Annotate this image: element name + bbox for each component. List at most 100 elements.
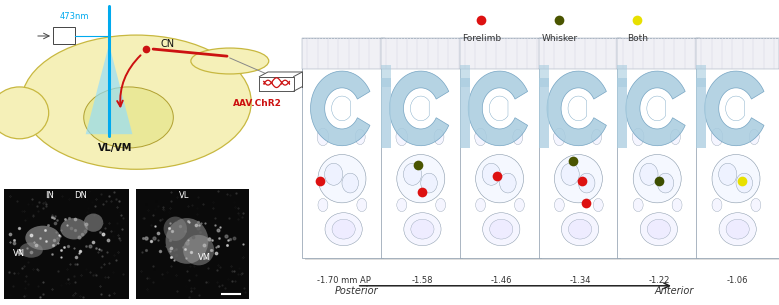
Polygon shape [547, 71, 606, 146]
Ellipse shape [647, 219, 671, 239]
Ellipse shape [25, 226, 61, 250]
Ellipse shape [562, 213, 599, 246]
Ellipse shape [19, 242, 43, 258]
Bar [541, 41, 625, 260]
Bar [621, 41, 703, 260]
Bar [696, 38, 779, 258]
Text: Both: Both [627, 34, 647, 43]
Polygon shape [704, 71, 764, 146]
Ellipse shape [476, 155, 523, 203]
Ellipse shape [554, 128, 565, 146]
Ellipse shape [555, 199, 564, 212]
Text: CN: CN [160, 39, 174, 49]
Bar [4, 189, 129, 299]
Polygon shape [568, 96, 587, 121]
Bar [53, 27, 75, 44]
Ellipse shape [83, 214, 103, 232]
Polygon shape [390, 71, 449, 146]
Polygon shape [411, 96, 429, 121]
Ellipse shape [569, 219, 591, 239]
Ellipse shape [671, 129, 680, 145]
Ellipse shape [640, 213, 678, 246]
Polygon shape [626, 71, 686, 146]
Text: -1.46: -1.46 [491, 276, 512, 285]
Text: Anterior: Anterior [654, 286, 693, 296]
Ellipse shape [499, 173, 516, 193]
Text: 473nm: 473nm [59, 12, 89, 21]
Bar [381, 38, 464, 69]
Bar [302, 38, 385, 69]
Ellipse shape [191, 48, 269, 74]
Ellipse shape [404, 163, 421, 185]
Text: VM: VM [198, 253, 210, 262]
Bar [460, 38, 543, 69]
Ellipse shape [397, 199, 407, 212]
Ellipse shape [476, 199, 485, 212]
Ellipse shape [165, 218, 208, 264]
Text: DN: DN [74, 191, 86, 200]
Bar [618, 38, 700, 69]
Ellipse shape [712, 155, 760, 203]
Ellipse shape [355, 129, 365, 145]
Bar [381, 78, 391, 148]
Ellipse shape [514, 199, 524, 212]
Ellipse shape [633, 128, 644, 146]
Ellipse shape [0, 87, 48, 139]
Ellipse shape [490, 219, 513, 239]
Bar [538, 65, 548, 87]
Bar [696, 65, 707, 87]
Ellipse shape [578, 173, 595, 193]
Ellipse shape [164, 217, 187, 241]
Bar [700, 41, 779, 260]
Ellipse shape [318, 199, 328, 212]
Bar [381, 38, 464, 258]
Ellipse shape [657, 173, 674, 193]
Text: AAV.ChR2: AAV.ChR2 [233, 99, 281, 108]
Polygon shape [647, 96, 665, 121]
Bar [460, 38, 543, 258]
Bar [696, 78, 707, 148]
Ellipse shape [474, 128, 486, 146]
Ellipse shape [594, 199, 603, 212]
Bar [618, 38, 700, 258]
Bar [538, 38, 622, 69]
Ellipse shape [21, 35, 251, 169]
Polygon shape [332, 96, 351, 121]
Ellipse shape [435, 199, 446, 212]
Bar [460, 65, 470, 87]
Ellipse shape [411, 219, 434, 239]
Ellipse shape [317, 128, 329, 146]
Ellipse shape [183, 235, 214, 265]
Ellipse shape [332, 219, 355, 239]
Polygon shape [468, 71, 527, 146]
Text: -1.70 mm AP: -1.70 mm AP [317, 276, 371, 285]
Ellipse shape [555, 155, 602, 203]
Ellipse shape [342, 173, 358, 193]
Ellipse shape [726, 219, 749, 239]
Ellipse shape [318, 155, 366, 203]
Ellipse shape [482, 163, 500, 185]
Bar [305, 41, 388, 260]
Polygon shape [86, 44, 132, 134]
Polygon shape [726, 96, 745, 121]
Ellipse shape [483, 213, 520, 246]
Ellipse shape [561, 163, 580, 185]
Bar [460, 78, 470, 148]
Text: Posterior: Posterior [335, 286, 379, 296]
Ellipse shape [719, 163, 737, 185]
Ellipse shape [396, 128, 407, 146]
Ellipse shape [404, 213, 441, 246]
Bar [463, 41, 546, 260]
Ellipse shape [712, 199, 722, 212]
Ellipse shape [325, 213, 362, 246]
Text: -1.22: -1.22 [648, 276, 669, 285]
Ellipse shape [751, 199, 761, 212]
Ellipse shape [591, 129, 601, 145]
Ellipse shape [633, 155, 681, 203]
Bar [381, 65, 391, 87]
Ellipse shape [325, 163, 343, 185]
Ellipse shape [83, 87, 173, 148]
Ellipse shape [357, 199, 367, 212]
Text: -1.06: -1.06 [727, 276, 749, 285]
Text: IN: IN [45, 191, 55, 200]
